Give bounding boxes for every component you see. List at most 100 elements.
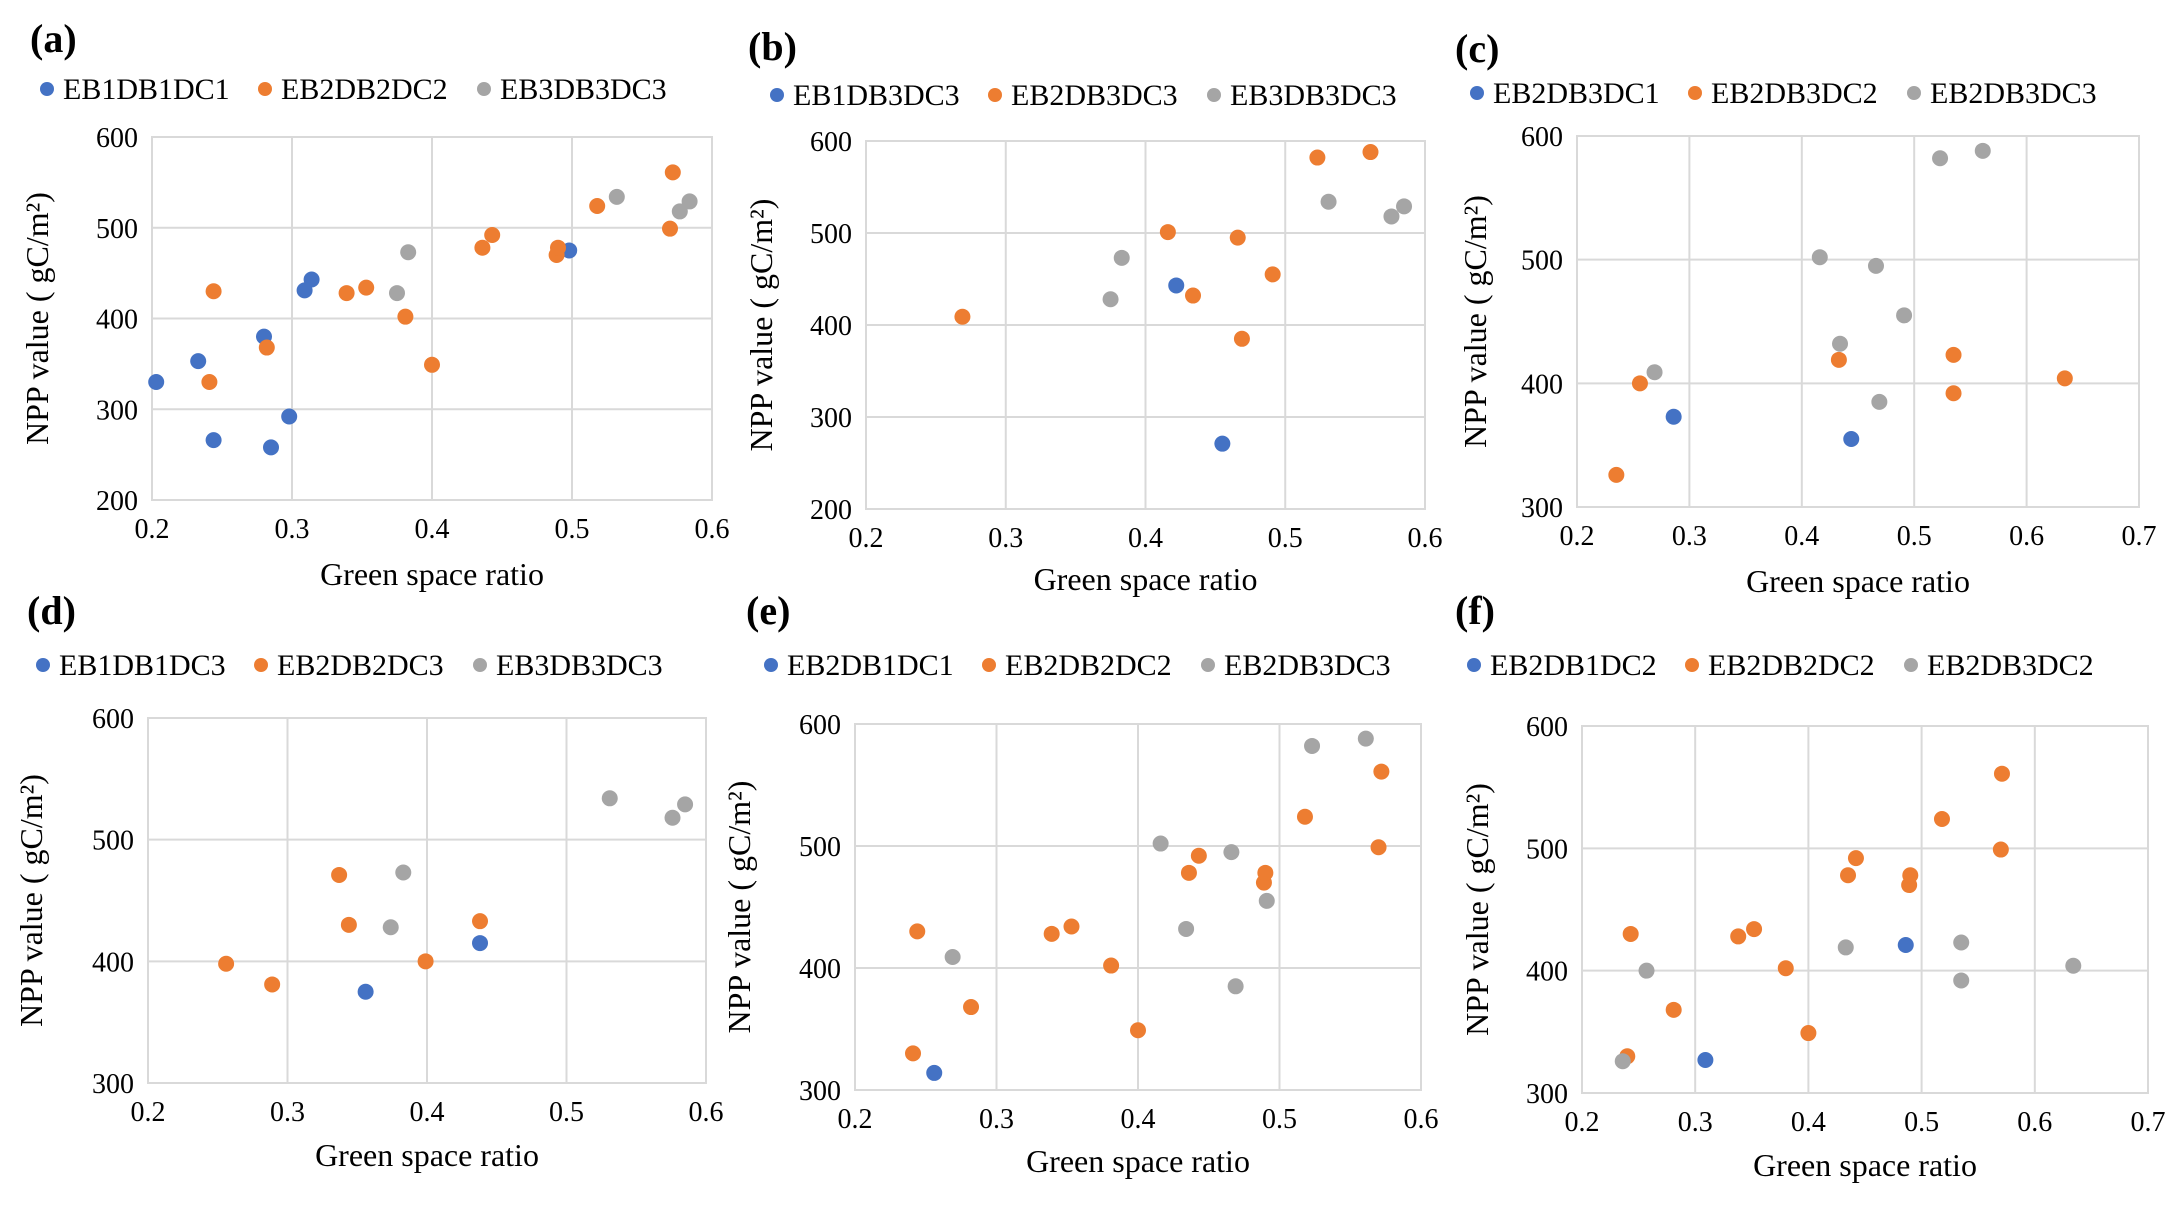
legend-label-1: EB1DB3DC3 [793,79,960,112]
data-point-series-2 [1185,287,1202,304]
legend-label-3: EB2DB3DC3 [1930,77,2097,110]
data-point-series-2 [1830,351,1847,368]
data-point-series-1 [1697,1051,1714,1068]
data-point-series-1 [357,983,374,1000]
panel-label: (f) [1455,588,1495,633]
data-point-series-1 [926,1064,943,1081]
y-tick-label: 500 [96,214,138,245]
panel-label: (a) [30,16,77,61]
x-axis-title: Green space ratio [1034,561,1258,597]
panel-e: (e) EB2DB1DC1 EB2DB2DC2 EB2DB3DC3 0.2 0.3 0.4 0… [721,588,1439,1179]
y-tick-label: 500 [799,832,841,863]
y-tick-label: 600 [1526,712,1568,743]
y-tick-label: 500 [1521,246,1563,277]
legend-label-2: EB2DB2DC2 [1005,649,1172,682]
x-tick-label: 0.7 [2122,521,2157,552]
legend-label-1: EB1DB1DC1 [63,73,230,106]
data-point-series-3 [1227,978,1244,995]
x-tick-label: 0.4 [1791,1107,1826,1138]
data-point-series-3 [1383,208,1400,225]
data-point-series-3 [1832,335,1849,352]
data-point-series-2 [397,308,414,325]
legend-marker-2 [982,658,996,672]
data-point-series-1 [190,353,207,370]
panel-label: (e) [746,588,790,633]
y-axis-title: NPP value ( gC/m²) [19,192,55,445]
panel-a: (a) EB1DB1DC1 EB2DB2DC2 EB3DB3DC3 0.2 0.3 0.4 0… [19,16,730,592]
data-point-series-3 [1867,257,1884,274]
data-point-series-2 [1631,375,1648,392]
data-point-series-3 [1932,150,1949,167]
data-point-series-2 [218,955,235,972]
legend-marker-3 [1904,658,1918,672]
y-tick-label: 300 [1526,1079,1568,1110]
data-point-series-2 [1730,928,1747,945]
x-tick-label: 0.3 [1678,1107,1713,1138]
y-tick-label: 500 [92,826,134,857]
y-tick-label: 400 [96,305,138,336]
legend-marker-3 [1201,658,1215,672]
y-tick-label: 400 [92,947,134,978]
data-point-series-2 [1257,864,1274,881]
data-point-series-3 [2065,957,2082,974]
panel-label: (d) [27,588,76,633]
data-point-series-2 [1665,1001,1682,1018]
data-point-series-3 [382,919,399,936]
y-tick-label: 300 [96,395,138,426]
legend-marker-1 [36,658,50,672]
data-point-series-3 [1152,835,1169,852]
data-point-series-2 [2056,370,2073,387]
y-tick-label: 600 [96,123,138,154]
y-tick-label: 400 [799,954,841,985]
x-tick-label: 0.3 [988,523,1023,554]
legend-marker-3 [477,82,491,96]
legend-marker-2 [254,658,268,672]
x-tick-label: 0.3 [979,1104,1014,1135]
x-tick-label: 0.2 [1565,1107,1600,1138]
legend-marker-1 [40,82,54,96]
plot-area [865,140,1426,510]
data-point-series-3 [944,949,961,966]
panel-b: (b) EB1DB3DC3 EB2DB3DC3 EB3DB3DC3 0.2 0.3 0.4 0… [743,24,1443,597]
data-point-series-2 [1902,867,1919,884]
data-point-series-2 [1847,850,1864,867]
data-point-series-2 [1373,763,1390,780]
data-point-series-3 [608,188,625,205]
y-tick-label: 200 [810,495,852,526]
x-tick-label: 0.3 [270,1097,305,1128]
legend-label-3: EB2DB3DC2 [1927,649,2094,682]
data-point-series-2 [1180,864,1197,881]
y-tick-label: 200 [96,486,138,517]
x-tick-label: 0.2 [849,523,884,554]
data-point-series-2 [1800,1025,1817,1042]
y-tick-label: 300 [92,1069,134,1100]
legend-marker-2 [1685,658,1699,672]
panel-f: (f) EB2DB1DC2 EB2DB2DC2 EB2DB3DC2 0.2 0.3 0.4 0… [1455,588,2166,1183]
x-tick-label: 0.4 [410,1097,445,1128]
x-axis-title: Green space ratio [1026,1143,1250,1179]
data-point-series-2 [1063,918,1080,935]
data-point-series-2 [1229,229,1246,246]
data-point-series-2 [1622,925,1639,942]
x-tick-label: 0.4 [1128,523,1163,554]
data-point-series-1 [1665,408,1682,425]
data-point-series-2 [905,1045,922,1062]
x-tick-label: 0.5 [555,514,590,545]
data-point-series-2 [963,999,980,1016]
x-tick-label: 0.6 [2017,1107,2052,1138]
x-tick-label: 0.2 [135,514,170,545]
x-tick-label: 0.6 [1404,1104,1439,1135]
data-point-series-3 [1974,142,1991,159]
data-point-series-3 [1304,737,1321,754]
data-point-series-3 [1871,393,1888,410]
legend-label-2: EB2DB3DC2 [1711,77,1878,110]
x-axis-title: Green space ratio [315,1137,539,1173]
legend-label-2: EB2DB3DC3 [1011,79,1178,112]
data-point-series-2 [1296,808,1313,825]
data-point-series-2 [1993,765,2010,782]
data-point-series-2 [417,953,434,970]
x-tick-label: 0.2 [131,1097,166,1128]
data-point-series-1 [281,408,298,425]
data-point-series-2 [1933,810,1950,827]
